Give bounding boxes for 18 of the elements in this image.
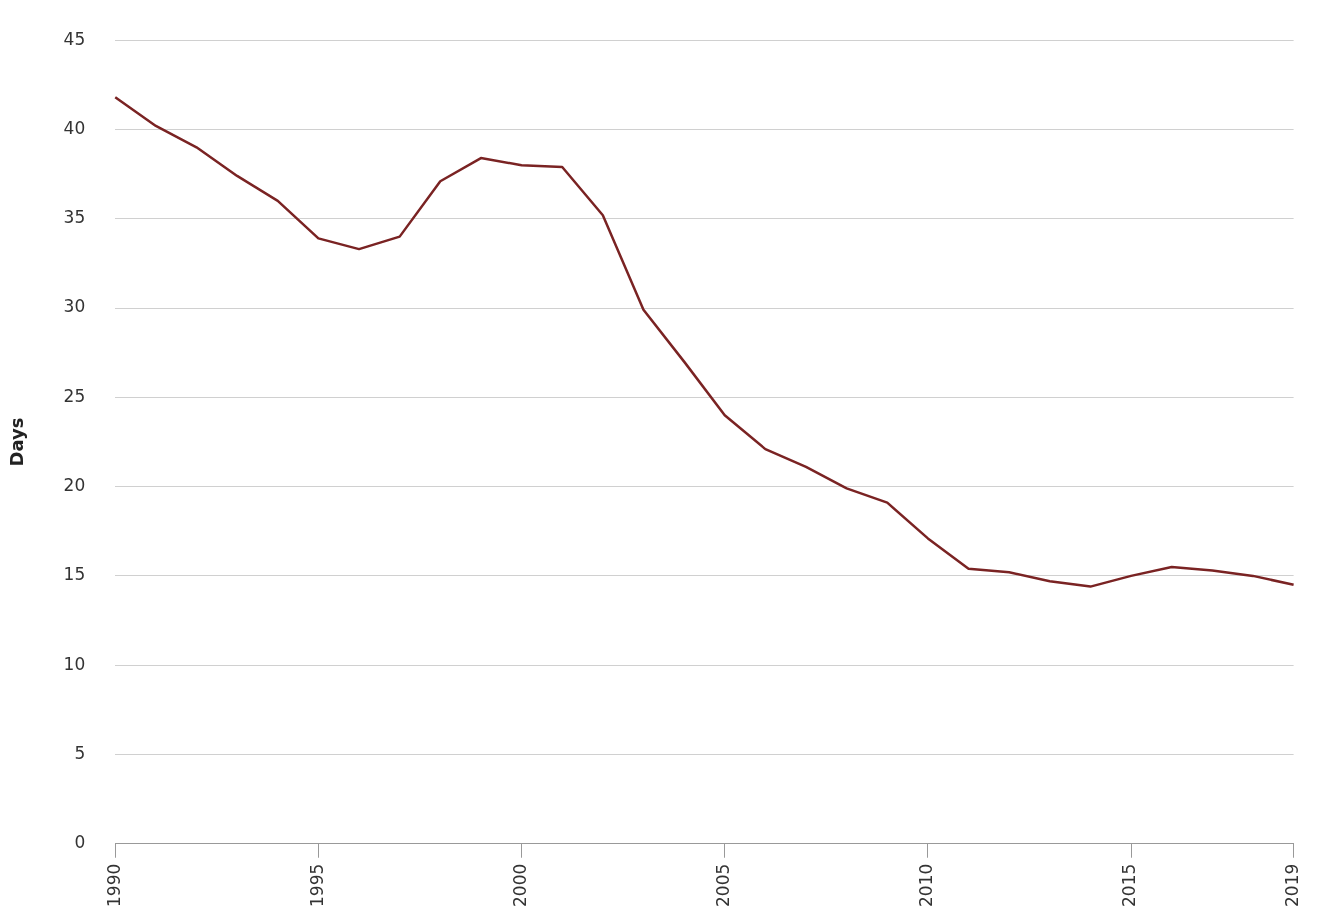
x-tick-label: 2019 [1282,863,1303,907]
y-tick-label: 10 [63,653,86,674]
y-tick-label: 20 [63,475,86,496]
y-tick-label: 15 [63,564,86,585]
x-tick-label: 1995 [306,863,327,907]
x-tick-label: 1990 [103,863,124,907]
y-tick-label: 5 [74,742,86,763]
y-axis-title: Days [6,417,28,467]
y-tick-label: 45 [63,28,86,49]
y-tick-label: 25 [63,385,86,406]
y-tick-label: 30 [63,296,86,317]
y-tick-label: 0 [74,832,86,853]
y-tick-label: 40 [63,117,86,138]
x-tick-label: 2000 [509,863,530,907]
x-tick-label: 2015 [1119,863,1140,907]
y-tick-label: 35 [63,207,86,228]
x-tick-label: 2005 [713,863,734,907]
x-tick-label: 2010 [916,863,937,907]
